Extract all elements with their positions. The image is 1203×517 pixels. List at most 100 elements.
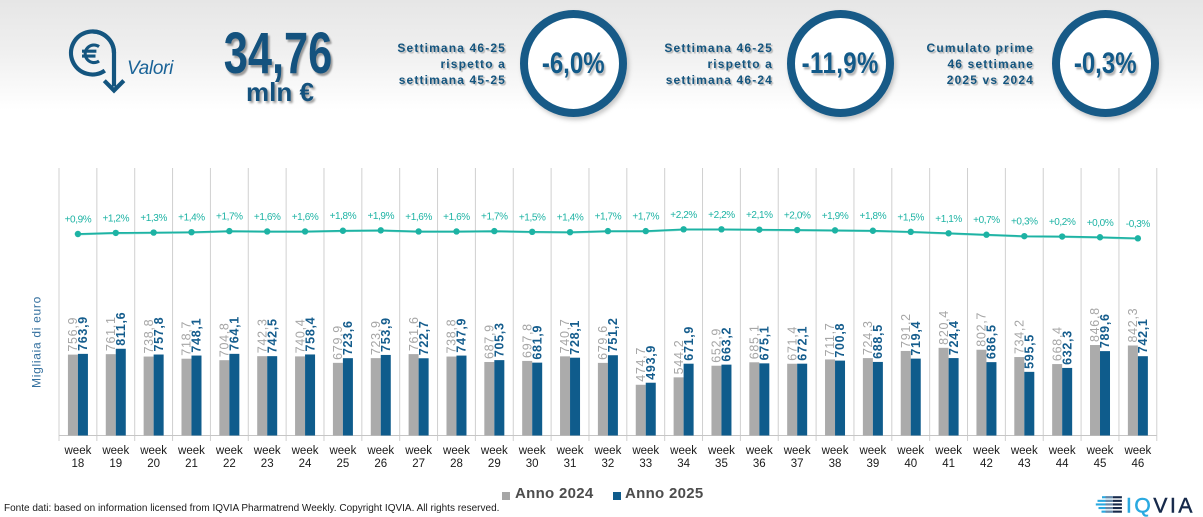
- svg-text:IQVIA: IQVIA: [1126, 495, 1195, 517]
- svg-text:+1,6%: +1,6%: [292, 212, 319, 223]
- svg-text:week: week: [593, 445, 621, 457]
- svg-text:704,8: 704,8: [218, 322, 232, 357]
- svg-text:671,9: 671,9: [682, 326, 696, 361]
- svg-text:544,2: 544,2: [672, 340, 686, 375]
- svg-text:763,9: 763,9: [76, 316, 90, 351]
- svg-text:740,7: 740,7: [558, 319, 572, 354]
- svg-text:802,7: 802,7: [975, 312, 989, 347]
- svg-text:+0,9%: +0,9%: [65, 215, 92, 226]
- svg-text:+1,7%: +1,7%: [632, 212, 659, 223]
- svg-text:week: week: [64, 445, 92, 457]
- svg-text:+1,1%: +1,1%: [935, 214, 962, 225]
- svg-text:820,4: 820,4: [937, 310, 951, 345]
- svg-text:week: week: [858, 445, 886, 457]
- svg-text:679,9: 679,9: [331, 325, 345, 360]
- svg-text:+1,8%: +1,8%: [860, 211, 887, 222]
- svg-text:week: week: [1048, 445, 1076, 457]
- svg-text:747,9: 747,9: [455, 318, 469, 353]
- svg-text:687,9: 687,9: [483, 324, 497, 359]
- svg-text:week: week: [1086, 445, 1114, 457]
- svg-text:686,5: 686,5: [985, 324, 999, 359]
- svg-text:+0,0%: +0,0%: [1087, 218, 1114, 229]
- svg-text:723,6: 723,6: [341, 320, 355, 355]
- svg-text:663,2: 663,2: [720, 327, 734, 362]
- svg-text:week: week: [1010, 445, 1038, 457]
- svg-text:28: 28: [450, 458, 463, 470]
- svg-text:+1,5%: +1,5%: [897, 212, 924, 223]
- svg-text:week: week: [328, 445, 356, 457]
- svg-text:46: 46: [1131, 458, 1144, 470]
- svg-text:week: week: [139, 445, 167, 457]
- svg-text:week: week: [783, 445, 811, 457]
- svg-text:+1,7%: +1,7%: [595, 212, 622, 223]
- svg-text:+1,8%: +1,8%: [330, 211, 357, 222]
- svg-text:791,2: 791,2: [899, 313, 913, 348]
- svg-text:+1,4%: +1,4%: [557, 213, 584, 224]
- svg-text:44: 44: [1056, 458, 1069, 470]
- svg-text:27: 27: [412, 458, 425, 470]
- svg-text:740,4: 740,4: [293, 319, 307, 354]
- svg-text:748,1: 748,1: [190, 318, 204, 353]
- svg-text:672,1: 672,1: [795, 326, 809, 361]
- svg-text:+1,6%: +1,6%: [443, 212, 470, 223]
- svg-text:32: 32: [602, 458, 615, 470]
- svg-text:week: week: [366, 445, 394, 457]
- svg-text:week: week: [177, 445, 205, 457]
- svg-text:45: 45: [1094, 458, 1107, 470]
- svg-text:846,8: 846,8: [1088, 307, 1102, 342]
- svg-text:697,8: 697,8: [520, 323, 534, 358]
- svg-text:43: 43: [1018, 458, 1031, 470]
- svg-text:week: week: [253, 445, 281, 457]
- svg-text:week: week: [896, 445, 924, 457]
- svg-text:week: week: [1123, 445, 1151, 457]
- svg-text:679,6: 679,6: [596, 325, 610, 360]
- svg-text:week: week: [101, 445, 129, 457]
- svg-text:688,5: 688,5: [871, 324, 885, 359]
- svg-text:Migliaia di euro: Migliaia di euro: [30, 296, 44, 388]
- svg-text:728,1: 728,1: [568, 320, 582, 355]
- svg-text:675,1: 675,1: [758, 326, 772, 361]
- svg-text:742,1: 742,1: [1136, 318, 1150, 353]
- svg-text:734,2: 734,2: [1013, 319, 1027, 354]
- svg-text:761,6: 761,6: [407, 316, 421, 351]
- svg-text:week: week: [215, 445, 243, 457]
- svg-text:+1,7%: +1,7%: [216, 212, 243, 223]
- svg-text:705,3: 705,3: [493, 322, 507, 357]
- svg-text:25: 25: [337, 458, 350, 470]
- svg-text:+2,1%: +2,1%: [746, 210, 773, 221]
- svg-text:711,7: 711,7: [823, 323, 837, 357]
- svg-text:19: 19: [109, 458, 122, 470]
- svg-text:758,4: 758,4: [303, 317, 317, 352]
- svg-text:41: 41: [942, 458, 955, 470]
- svg-text:23: 23: [261, 458, 274, 470]
- svg-text:+1,4%: +1,4%: [178, 213, 205, 224]
- svg-text:20: 20: [147, 458, 160, 470]
- svg-text:week: week: [821, 445, 849, 457]
- svg-text:+0,7%: +0,7%: [973, 215, 1000, 226]
- svg-text:724,3: 724,3: [861, 320, 875, 355]
- svg-text:668,4: 668,4: [1050, 326, 1064, 361]
- svg-text:30: 30: [526, 458, 539, 470]
- svg-text:751,2: 751,2: [606, 317, 620, 352]
- svg-text:761,1: 761,1: [104, 316, 118, 351]
- svg-text:681,9: 681,9: [530, 325, 544, 360]
- svg-text:789,6: 789,6: [1098, 313, 1112, 348]
- svg-text:week: week: [518, 445, 546, 457]
- svg-text:31: 31: [564, 458, 577, 470]
- svg-text:753,9: 753,9: [379, 317, 393, 352]
- svg-text:+2,2%: +2,2%: [708, 210, 735, 221]
- svg-text:+1,9%: +1,9%: [367, 211, 394, 222]
- svg-text:842,3: 842,3: [1126, 308, 1140, 343]
- svg-text:652,9: 652,9: [710, 328, 724, 363]
- svg-text:38: 38: [829, 458, 842, 470]
- svg-text:718,7: 718,7: [180, 321, 194, 356]
- svg-text:+1,7%: +1,7%: [481, 212, 508, 223]
- svg-text:+1,2%: +1,2%: [102, 213, 129, 224]
- svg-text:742,3: 742,3: [255, 318, 269, 353]
- svg-text:week: week: [972, 445, 1000, 457]
- svg-text:week: week: [669, 445, 697, 457]
- svg-text:+1,6%: +1,6%: [254, 212, 281, 223]
- svg-text:811,6: 811,6: [114, 312, 128, 346]
- svg-text:595,5: 595,5: [1023, 334, 1037, 369]
- svg-text:764,1: 764,1: [228, 316, 242, 351]
